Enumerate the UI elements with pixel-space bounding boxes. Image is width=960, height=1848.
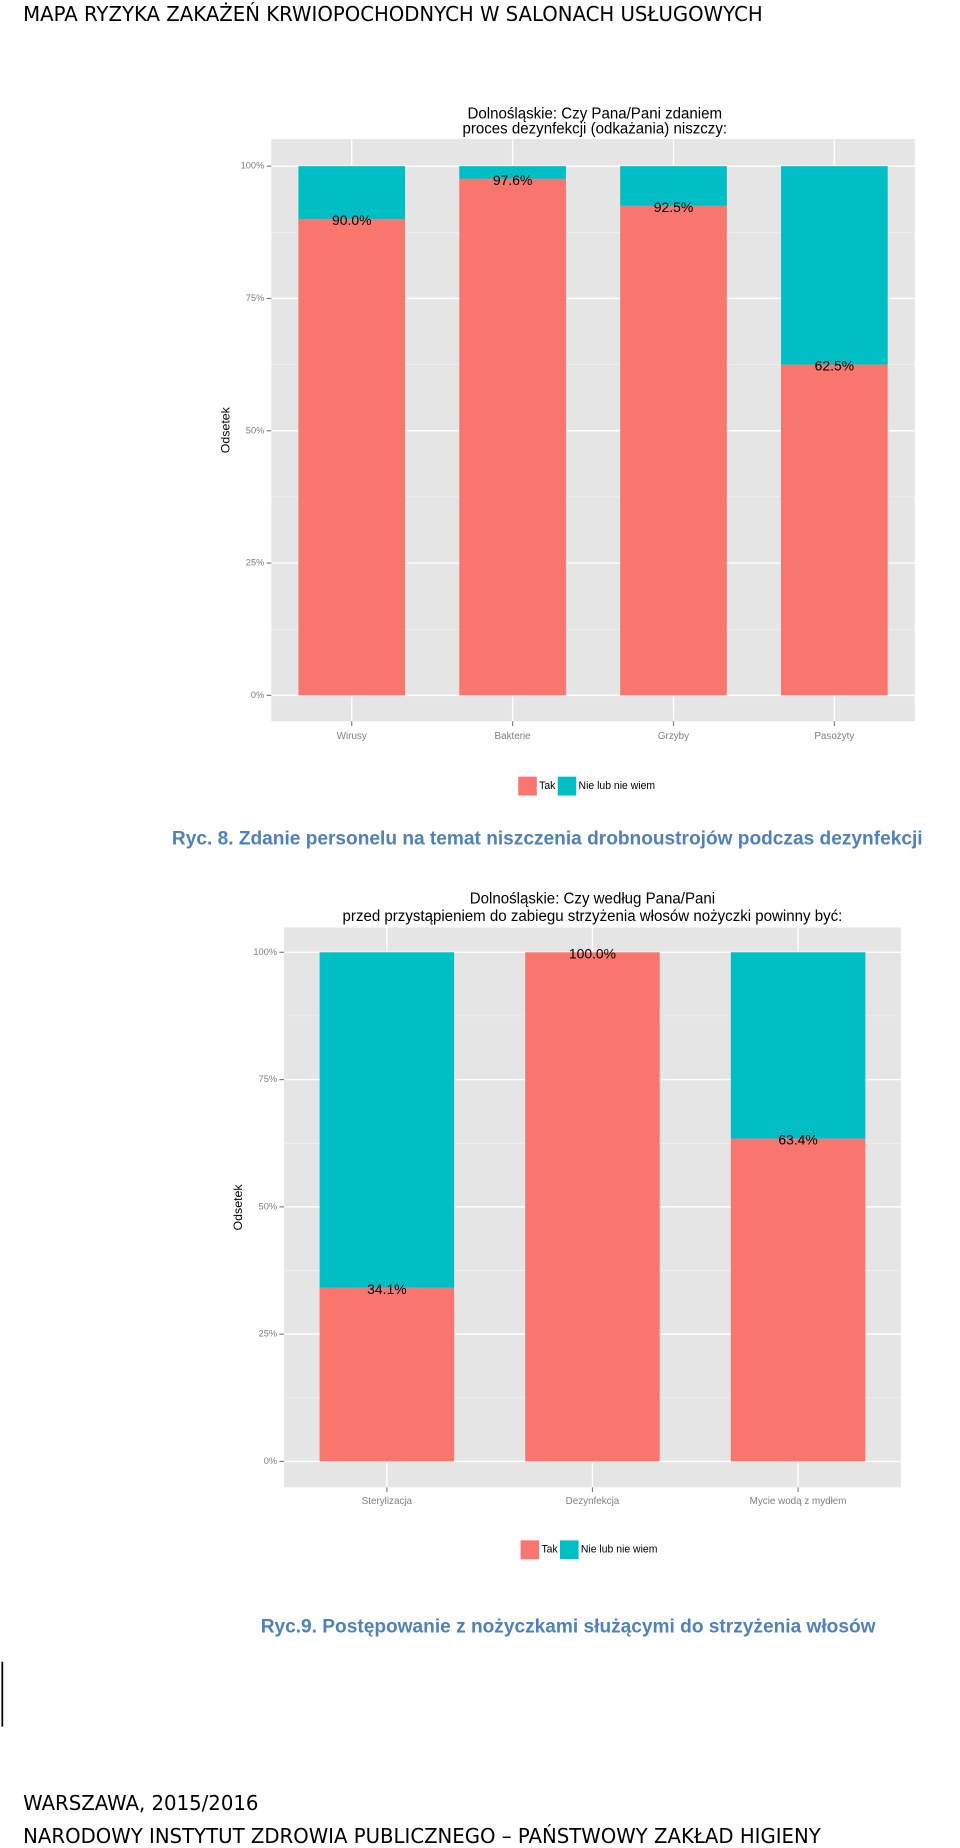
y-tick-label: 75% [246,293,265,303]
y-tick-label: 75% [259,1074,278,1084]
bar-segment [620,205,727,696]
legend-swatch [520,1540,540,1560]
y-tick-label: 100% [241,161,265,171]
chart-title: Dolnośląskie: Czy Pana/Pani zdaniem [468,105,723,122]
caption: Ryc. 8. Zdanie personelu na temat niszcz… [172,828,923,849]
legend-label: Nie lub nie wiem [579,780,656,792]
x-tick-label: Mycie wodą z mydłem [750,1496,847,1507]
header: MAPA RYZYKA ZAKAŻEŃ KRWIOPOCHODNYCH W SA… [23,3,762,26]
bar-segment [781,364,888,696]
data-label: 100.0% [569,945,616,961]
bar-segment [620,166,727,206]
legend-swatch [557,776,577,796]
bar-segment [525,952,660,1462]
y-tick-label: 50% [259,1201,278,1211]
chart-title: proces dezynfekcji (odkażania) niszczy: [463,121,728,138]
bar-segment [781,166,888,365]
legend-label: Tak [541,1544,558,1556]
y-axis-label: Odsetek [231,1184,245,1231]
legend-label: Tak [539,780,556,792]
legend-label: Nie lub nie wiem [581,1544,658,1556]
y-tick-label: 25% [259,1329,278,1339]
bar-segment [459,178,566,696]
data-label: 92.5% [654,199,693,215]
chart-title: przed przystąpieniem do zabiegu strzyżen… [343,908,843,925]
x-tick-label: Wirusy [337,731,367,742]
y-tick-label: 0% [251,690,264,700]
chart-title: Dolnośląskie: Czy według Pana/Pani [470,890,715,907]
x-tick-label: Bakterie [495,731,532,742]
y-axis-label: Odsetek [218,406,232,453]
x-tick-label: Sterylizacja [362,1496,413,1507]
data-label: 62.5% [815,358,854,374]
data-label: 63.4% [778,1132,817,1148]
data-label: 34.1% [367,1281,406,1297]
bar-segment [459,166,566,179]
legend-swatch [518,776,537,796]
data-label: 97.6% [493,172,532,188]
legend-swatch [560,1540,579,1560]
footer-line: NARODOWY INSTYTUT ZDROWIA PUBLICZNEGO – … [23,1825,821,1848]
y-tick-label: 100% [253,947,277,957]
x-tick-label: Pasożyty [814,731,854,742]
y-tick-label: 0% [264,1456,277,1466]
y-tick-label: 50% [246,425,265,435]
bar-segment [730,1138,866,1462]
bar-segment [298,219,406,696]
bar-segment [298,166,406,220]
x-tick-label: Dezynfekcja [566,1496,620,1507]
caption: Ryc.9. Postępowanie z nożyczkami służący… [261,1617,877,1638]
bar-segment [319,1287,455,1462]
bar-segment [730,952,866,1139]
footer-line: WARSZAWA, 2015/2016 [23,1792,258,1815]
x-tick-label: Grzyby [658,731,689,742]
data-label: 90.0% [332,212,371,228]
y-tick-label: 25% [246,557,265,567]
bar-segment [319,952,455,1288]
